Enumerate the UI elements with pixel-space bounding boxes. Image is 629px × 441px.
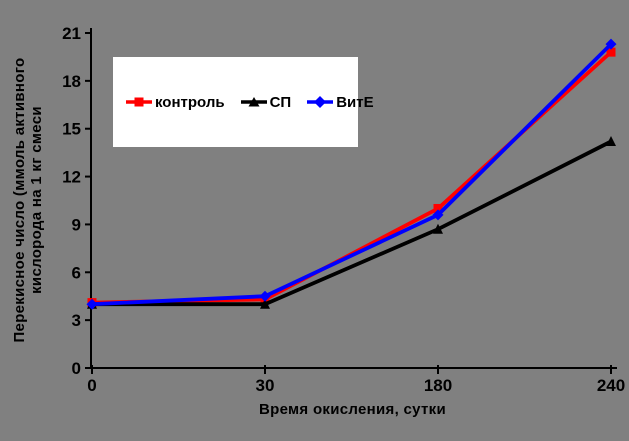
svg-text:18: 18: [62, 72, 81, 91]
legend: контроль СП ВитЕ: [113, 57, 374, 147]
svg-text:6: 6: [72, 263, 81, 282]
legend-diamond-marker-icon: [307, 96, 334, 108]
svg-text:9: 9: [72, 215, 81, 234]
svg-text:0: 0: [87, 376, 96, 395]
legend-entry-sp: СП: [240, 93, 292, 111]
svg-text:180: 180: [424, 376, 452, 395]
legend-triangle-marker-icon: [240, 97, 267, 107]
legend-label-vite: ВитЕ: [336, 93, 374, 111]
legend-label-kontrol: контроль: [155, 93, 225, 111]
y-axis-title-line2: кислорода на 1 кг смеси: [28, 106, 45, 294]
svg-text:12: 12: [62, 168, 81, 187]
legend-square-marker-icon: [126, 97, 152, 107]
legend-label-sp: СП: [269, 93, 292, 111]
x-axis-title: Время окисления, сутки: [259, 401, 446, 418]
svg-text:15: 15: [62, 120, 81, 139]
svg-text:0: 0: [72, 359, 81, 378]
legend-entry-vite: ВитЕ: [307, 93, 374, 111]
svg-text:30: 30: [256, 376, 275, 395]
legend-entry-kontrol: контроль: [126, 94, 225, 111]
svg-text:21: 21: [62, 24, 81, 43]
y-axis-title: Перекисное число (ммоль активного кислор…: [11, 30, 45, 370]
svg-text:240: 240: [597, 376, 625, 395]
y-axis-title-line1: Перекисное число (ммоль активного: [11, 57, 28, 343]
svg-text:3: 3: [72, 311, 81, 330]
